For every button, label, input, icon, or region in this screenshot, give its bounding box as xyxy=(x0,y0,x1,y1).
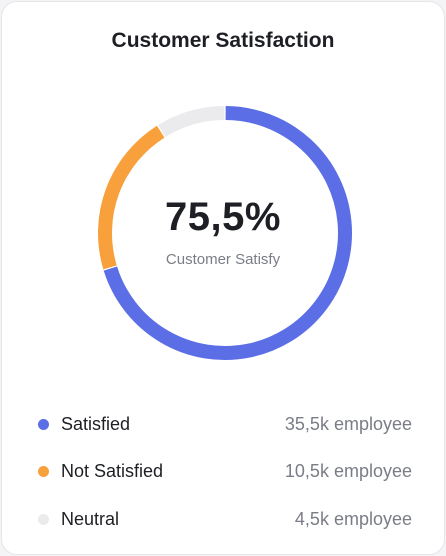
legend-label: Neutral xyxy=(61,508,120,529)
legend-item-satisfied: Satisfied 35,5k employee xyxy=(38,412,412,436)
satisfaction-percentage: 75,5% xyxy=(165,195,281,239)
legend-value: 4,5k employee xyxy=(294,508,412,529)
satisfaction-caption: Customer Satisfy xyxy=(165,251,281,268)
legend-value: 10,5k employee xyxy=(284,460,412,481)
neutral-segment xyxy=(158,106,225,138)
neutral-dot-icon xyxy=(38,513,49,525)
satisfied-dot-icon xyxy=(38,418,49,430)
legend-label: Not Satisfied xyxy=(61,460,164,481)
satisfaction-donut-chart xyxy=(98,106,352,360)
not-satisfied-dot-icon xyxy=(38,465,49,477)
legend-item-not-satisfied: Not Satisfied 10,5k employee xyxy=(38,459,412,483)
not-satisfied-segment xyxy=(98,125,165,270)
satisfied-segment xyxy=(103,106,352,360)
legend-value: 35,5k employee xyxy=(284,413,412,434)
legend-label: Satisfied xyxy=(61,413,131,434)
card-title: Customer Satisfaction xyxy=(111,29,335,52)
legend-item-neutral: Neutral 4,5k employee xyxy=(38,507,412,531)
